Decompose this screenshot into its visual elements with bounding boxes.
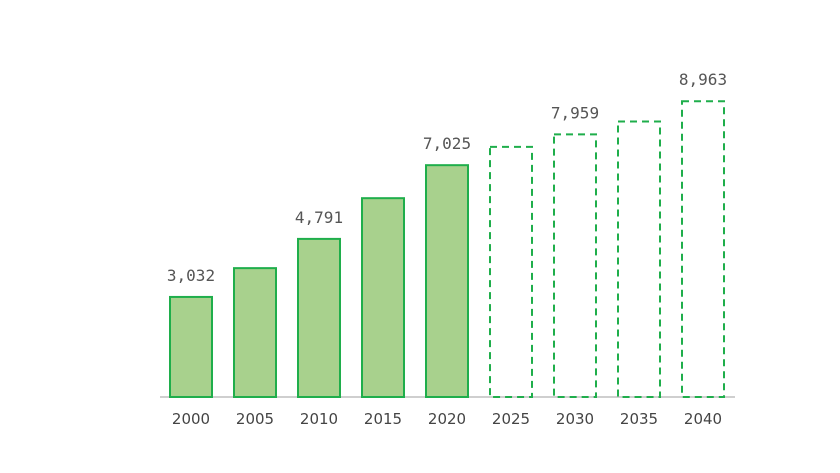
bar-2005 <box>233 267 277 399</box>
data-label-2040: 8,963 <box>679 70 727 89</box>
bar-2000 <box>169 295 213 398</box>
x-tick-label-2025: 2025 <box>492 410 530 428</box>
x-tick-label-2005: 2005 <box>236 410 274 428</box>
data-labels-group: 3,032 4,791 7,025 7,959 8,963 <box>167 70 727 285</box>
x-tick-label-2000: 2000 <box>172 410 210 428</box>
x-tick-label-2040: 2040 <box>684 410 722 428</box>
data-label-2010: 4,791 <box>295 208 343 227</box>
data-label-2000: 3,032 <box>167 266 215 285</box>
x-tick-label-2015: 2015 <box>364 410 402 428</box>
x-tick-label-2030: 2030 <box>556 410 594 428</box>
bar-2040 <box>681 100 725 398</box>
bar-2035 <box>617 120 661 398</box>
x-tick-label-2035: 2035 <box>620 410 658 428</box>
x-tick-labels-group: 2000 2005 2010 2015 2020 2025 2030 2035 2040 <box>172 410 722 428</box>
bar-2015 <box>361 197 405 398</box>
bar-2010 <box>297 237 341 398</box>
bars-group <box>169 100 725 399</box>
bar-2030 <box>553 133 597 398</box>
x-tick-label-2010: 2010 <box>300 410 338 428</box>
bar-2020 <box>425 164 469 398</box>
bar-2025 <box>489 145 533 398</box>
data-label-2020: 7,025 <box>423 134 471 153</box>
data-label-2030: 7,959 <box>551 103 599 122</box>
x-tick-label-2020: 2020 <box>428 410 466 428</box>
